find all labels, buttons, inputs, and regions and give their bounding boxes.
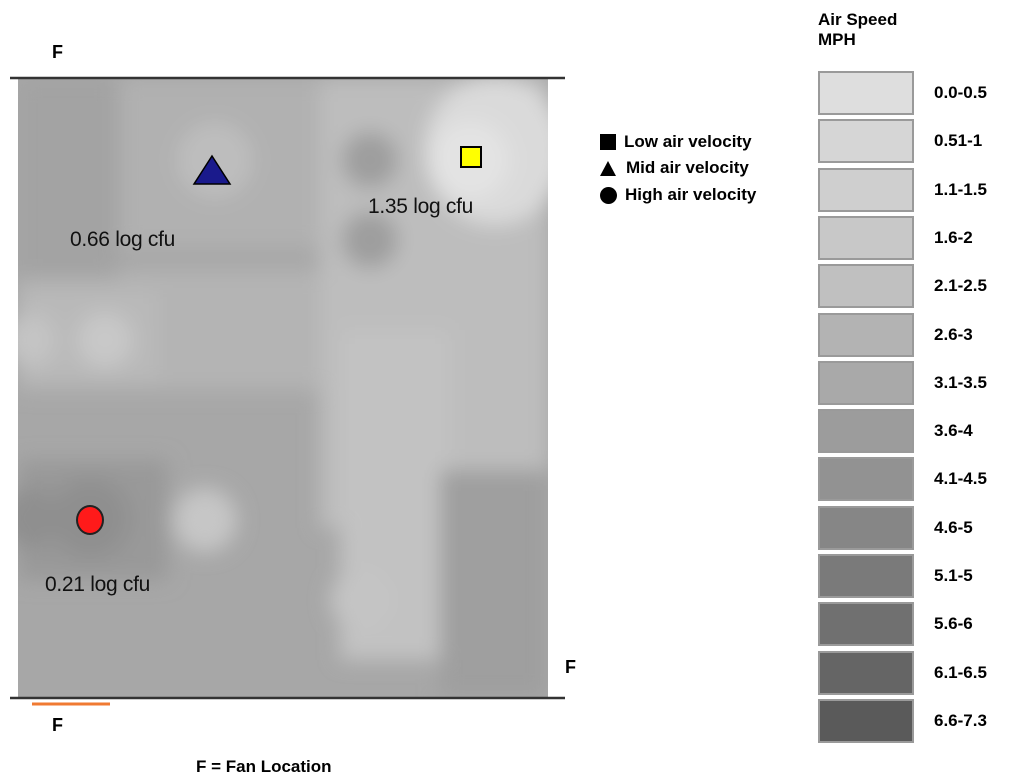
legend-label-low: Low air velocity xyxy=(624,132,752,151)
triangle-icon xyxy=(600,160,616,176)
fan-label-bottom-left: F xyxy=(52,715,63,735)
scale-label: 0.0-0.5 xyxy=(934,83,987,102)
scale-swatch xyxy=(818,457,914,502)
scale-swatch xyxy=(818,698,914,743)
scale-label: 4.6-5 xyxy=(934,517,973,537)
scale-label: 1.1-1.5 xyxy=(934,179,987,199)
scale-label: 5.1-5 xyxy=(934,566,973,585)
scale-swatch xyxy=(818,264,914,309)
legend-item-high: High air velocity xyxy=(600,185,756,205)
scale-swatch xyxy=(818,650,914,695)
legend-item-low: Low air velocity xyxy=(600,132,752,152)
low-velocity-square-marker xyxy=(460,146,482,168)
high-velocity-cfu-label: 0.21 log cfu xyxy=(45,573,150,596)
mid-velocity-triangle-marker xyxy=(192,154,232,185)
scale-swatch xyxy=(818,312,914,357)
scale-label: 1.6-2 xyxy=(934,227,973,247)
scale-label: 3.1-3.5 xyxy=(934,372,987,392)
fan-location-caption: F = Fan Location xyxy=(196,757,332,776)
scale-label: 0.51-1 xyxy=(934,131,983,151)
mid-velocity-cfu-label: 0.66 log cfu xyxy=(70,228,175,251)
scale-label: 5.6-6 xyxy=(934,614,973,634)
air-speed-contour-map xyxy=(10,76,565,706)
legend-item-mid: Mid air velocity xyxy=(600,158,749,178)
scale-swatch xyxy=(818,215,914,260)
fan-label-right: F xyxy=(565,657,576,677)
legend-label-mid: Mid air velocity xyxy=(626,158,749,177)
scale-label: 2.1-2.5 xyxy=(934,276,987,296)
scale-label: 2.6-3 xyxy=(934,324,973,344)
scale-swatch xyxy=(818,360,914,405)
scale-title-line1: Air Speed xyxy=(818,10,898,29)
scale-label: 3.6-4 xyxy=(934,421,973,441)
scale-swatch xyxy=(818,167,914,212)
scale-swatch xyxy=(818,505,914,550)
scale-label: 6.6-7.3 xyxy=(934,710,987,730)
scale-title-line2: MPH xyxy=(818,30,856,49)
fan-label-top-left: F xyxy=(52,42,63,62)
scale-title: Air Speed MPH xyxy=(818,10,897,50)
scale-swatch xyxy=(818,71,914,115)
legend-label-high: High air velocity xyxy=(625,185,757,204)
high-velocity-circle-marker xyxy=(76,505,104,535)
square-icon xyxy=(600,134,616,150)
scale-label: 6.1-6.5 xyxy=(934,662,987,682)
circle-icon xyxy=(600,186,617,204)
scale-swatch xyxy=(818,409,914,454)
scale-swatch xyxy=(818,554,914,598)
scale-swatch xyxy=(818,119,914,164)
scale-label: 4.1-4.5 xyxy=(934,469,987,489)
scale-swatch xyxy=(818,602,914,647)
low-velocity-cfu-label: 1.35 log cfu xyxy=(368,195,473,218)
